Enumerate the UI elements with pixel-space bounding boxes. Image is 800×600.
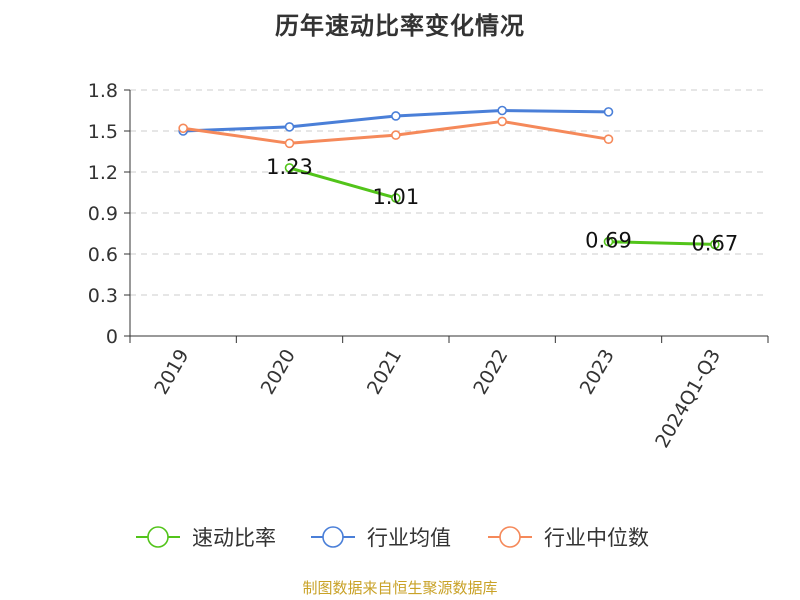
data-labels: 1.23 1.01 0.69 0.67 (266, 155, 738, 256)
series-lines (178, 105, 720, 250)
data-point (497, 116, 507, 127)
data-point (391, 111, 401, 121)
chart-title: 历年速动比率变化情况 (275, 12, 525, 40)
x-tick-label: 2022 (469, 345, 512, 398)
x-tick-label: 2019 (150, 346, 193, 399)
data-label: 0.67 (691, 231, 738, 255)
legend-marker (499, 526, 521, 548)
legend-label: 速动比率 (192, 526, 276, 550)
legend-marker (147, 526, 169, 548)
grid-lines (130, 89, 768, 296)
y-tick-label: 1.2 (88, 162, 118, 184)
data-point (710, 239, 720, 250)
data-point (284, 122, 295, 132)
legend: 速动比率 行业均值 行业中位数 (136, 526, 649, 550)
data-point (284, 163, 295, 173)
y-tick-label: 0.9 (88, 203, 118, 225)
data-point (603, 236, 614, 247)
x-tick-label: 2020 (257, 346, 300, 399)
data-point (284, 138, 295, 149)
data-point (603, 107, 614, 117)
x-tick-label: 2021 (363, 346, 406, 399)
y-tick-label: 0.3 (88, 285, 118, 307)
x-tick-label: 2023 (576, 346, 619, 399)
data-point (497, 105, 507, 116)
axes: 0 0.3 0.6 0.9 1.2 1.5 1.8 2019 2020 2021 2022 2023 2… (88, 80, 769, 452)
data-label: 1.23 (266, 155, 313, 179)
y-tick-label: 1.5 (88, 121, 118, 143)
series-line (288, 166, 398, 200)
data-point (178, 123, 188, 134)
data-point (391, 130, 401, 140)
legend-label: 行业中位数 (544, 526, 649, 550)
data-label: 1.01 (372, 185, 419, 209)
y-tick-label: 0.6 (88, 244, 118, 266)
y-tick-label: 1.8 (88, 80, 118, 102)
data-point (603, 134, 614, 144)
y-tick-label: 0 (106, 326, 118, 348)
legend-marker (322, 526, 344, 548)
data-point (391, 193, 401, 203)
legend-label: 行业均值 (367, 526, 451, 550)
x-tick-label: 2024Q1-Q3 (651, 346, 725, 452)
series-line (607, 240, 717, 246)
data-label: 0.69 (585, 229, 632, 253)
source-note: 制图数据来自恒生聚源数据库 (302, 579, 498, 597)
